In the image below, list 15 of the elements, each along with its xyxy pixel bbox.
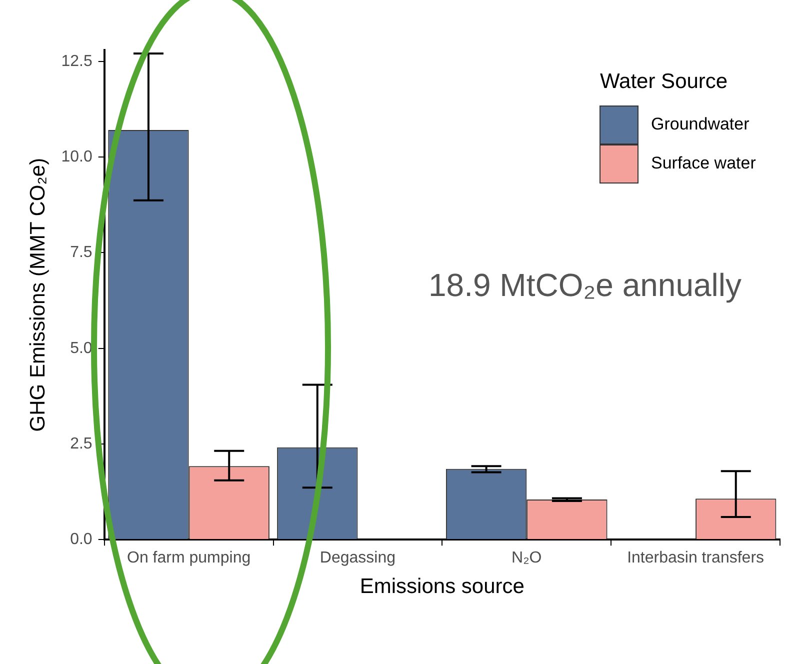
y-tick-label: 7.5 — [70, 244, 92, 262]
x-axis-title: Emissions source — [360, 575, 524, 598]
x-tick-label: On farm pumping — [126, 550, 251, 567]
legend-label: Groundwater — [651, 114, 750, 134]
x-tick-label: N₂O — [512, 550, 542, 567]
x-tick-label: Degassing — [320, 550, 396, 567]
annotation: 18.9 MtCO₂e annually — [428, 266, 742, 303]
y-tick-label: 10.0 — [61, 148, 92, 166]
y-axis-title: GHG Emissions (MMT CO₂e) — [26, 158, 50, 432]
y-tick-label: 0.0 — [70, 531, 92, 548]
legend-title: Water Source — [600, 70, 728, 93]
y-tick-label: 12.5 — [61, 52, 92, 70]
y-tick-label: 2.5 — [70, 435, 92, 452]
legend-label: Surface water — [651, 154, 756, 173]
x-tick-label: Interbasin transfers — [627, 550, 764, 567]
